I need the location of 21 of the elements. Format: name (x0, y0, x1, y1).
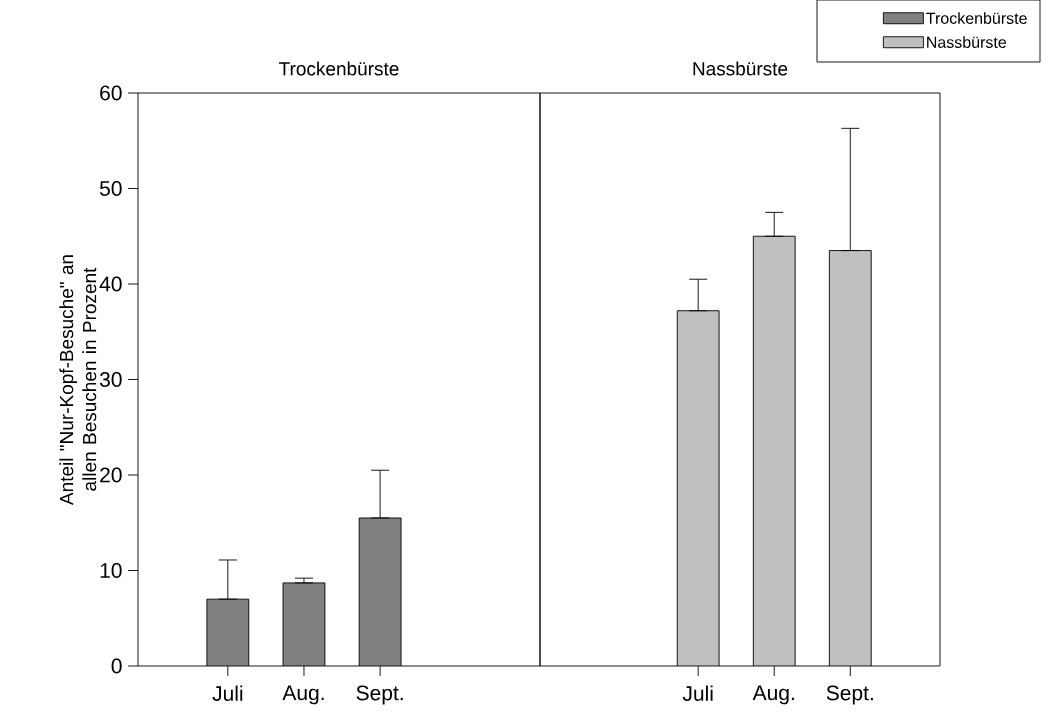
y-tick-label: 0 (111, 658, 122, 674)
y-tick-label: 30 (99, 372, 122, 387)
x-tick-label: Sept. (356, 685, 403, 705)
y-tick-label: 20 (100, 467, 122, 483)
chart-title: Trockenbürste (279, 61, 399, 76)
y-tick-label: 40 (99, 276, 122, 292)
legend-label: Trockenbürste (926, 12, 1027, 24)
chart-title: Nassbürste (693, 61, 788, 76)
bar (358, 517, 402, 666)
y-tick-label: 50 (99, 181, 122, 196)
bar (282, 582, 326, 666)
x-tick-label: Juli (682, 685, 713, 701)
y-axis-title: Anteil "Nur-Kopf-Besuche" an allen Besuchen in Prozent (59, 255, 97, 506)
y-tick-label: 10 (100, 563, 122, 578)
x-tick-label: Aug. (282, 685, 324, 705)
x-tick-label: Sept. (826, 685, 873, 705)
x-tick-label: Aug. (752, 685, 794, 705)
y-tick-label: 60 (100, 85, 122, 101)
legend-label: Nassbürste (927, 36, 1007, 48)
x-tick-label: Juli (212, 685, 243, 701)
bar (206, 598, 250, 666)
